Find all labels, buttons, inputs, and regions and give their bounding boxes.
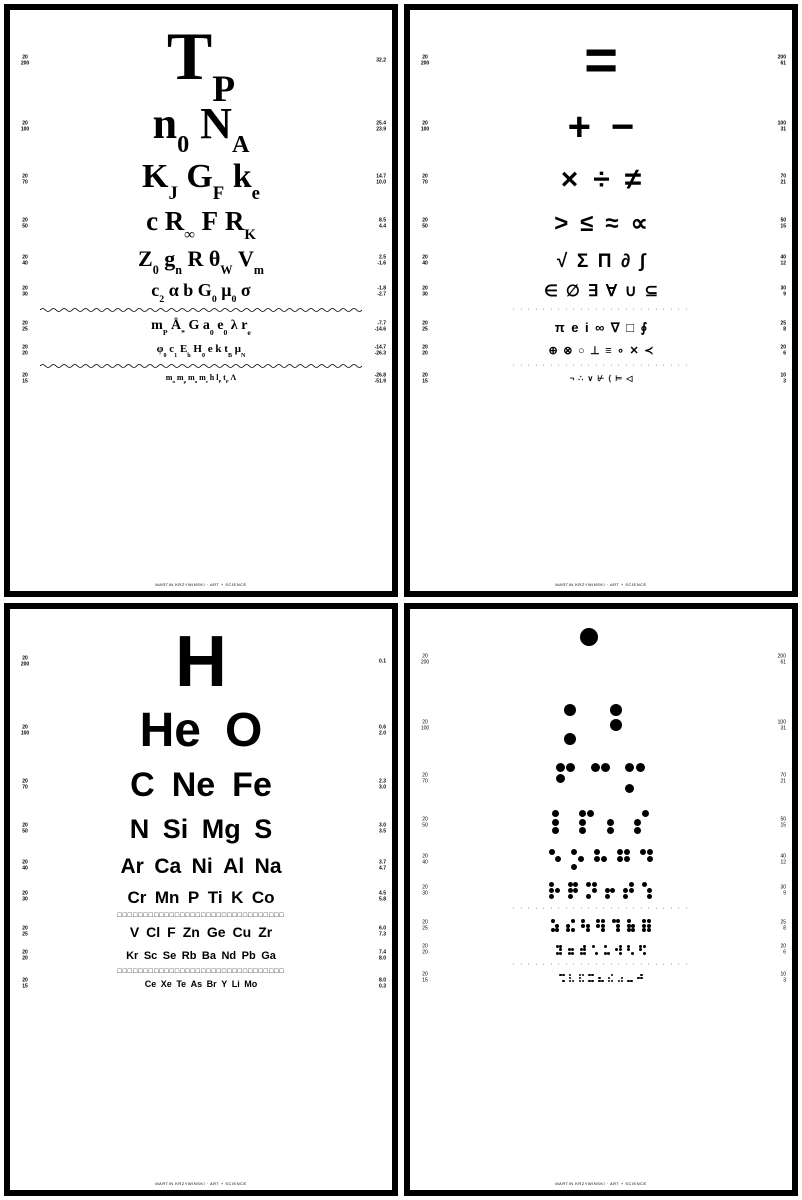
credit-line: MARTIN KRZYWINSKI · ART + SCIENCE xyxy=(410,582,792,587)
credit-line: MARTIN KRZYWINSKI · ART + SCIENCE xyxy=(10,582,392,587)
eye-chart-braille: 2020020061201001003120707021205050152040… xyxy=(404,603,798,1196)
eye-chart-physics-constants: 2020032.2TP2010025.423.9n0NA207014.710.0… xyxy=(4,4,398,597)
credit-line: MARTIN KRZYWINSKI · ART + SCIENCE xyxy=(10,1181,392,1186)
credit-line: MARTIN KRZYWINSKI · ART + SCIENCE xyxy=(410,1181,792,1186)
eye-chart-math-symbols: 2020020061=2010010031+−20707021×÷≠205050… xyxy=(404,4,798,597)
eye-chart-elements: 202000.1H201000.62.0HeO20702.33.0CNeFe20… xyxy=(4,603,398,1196)
